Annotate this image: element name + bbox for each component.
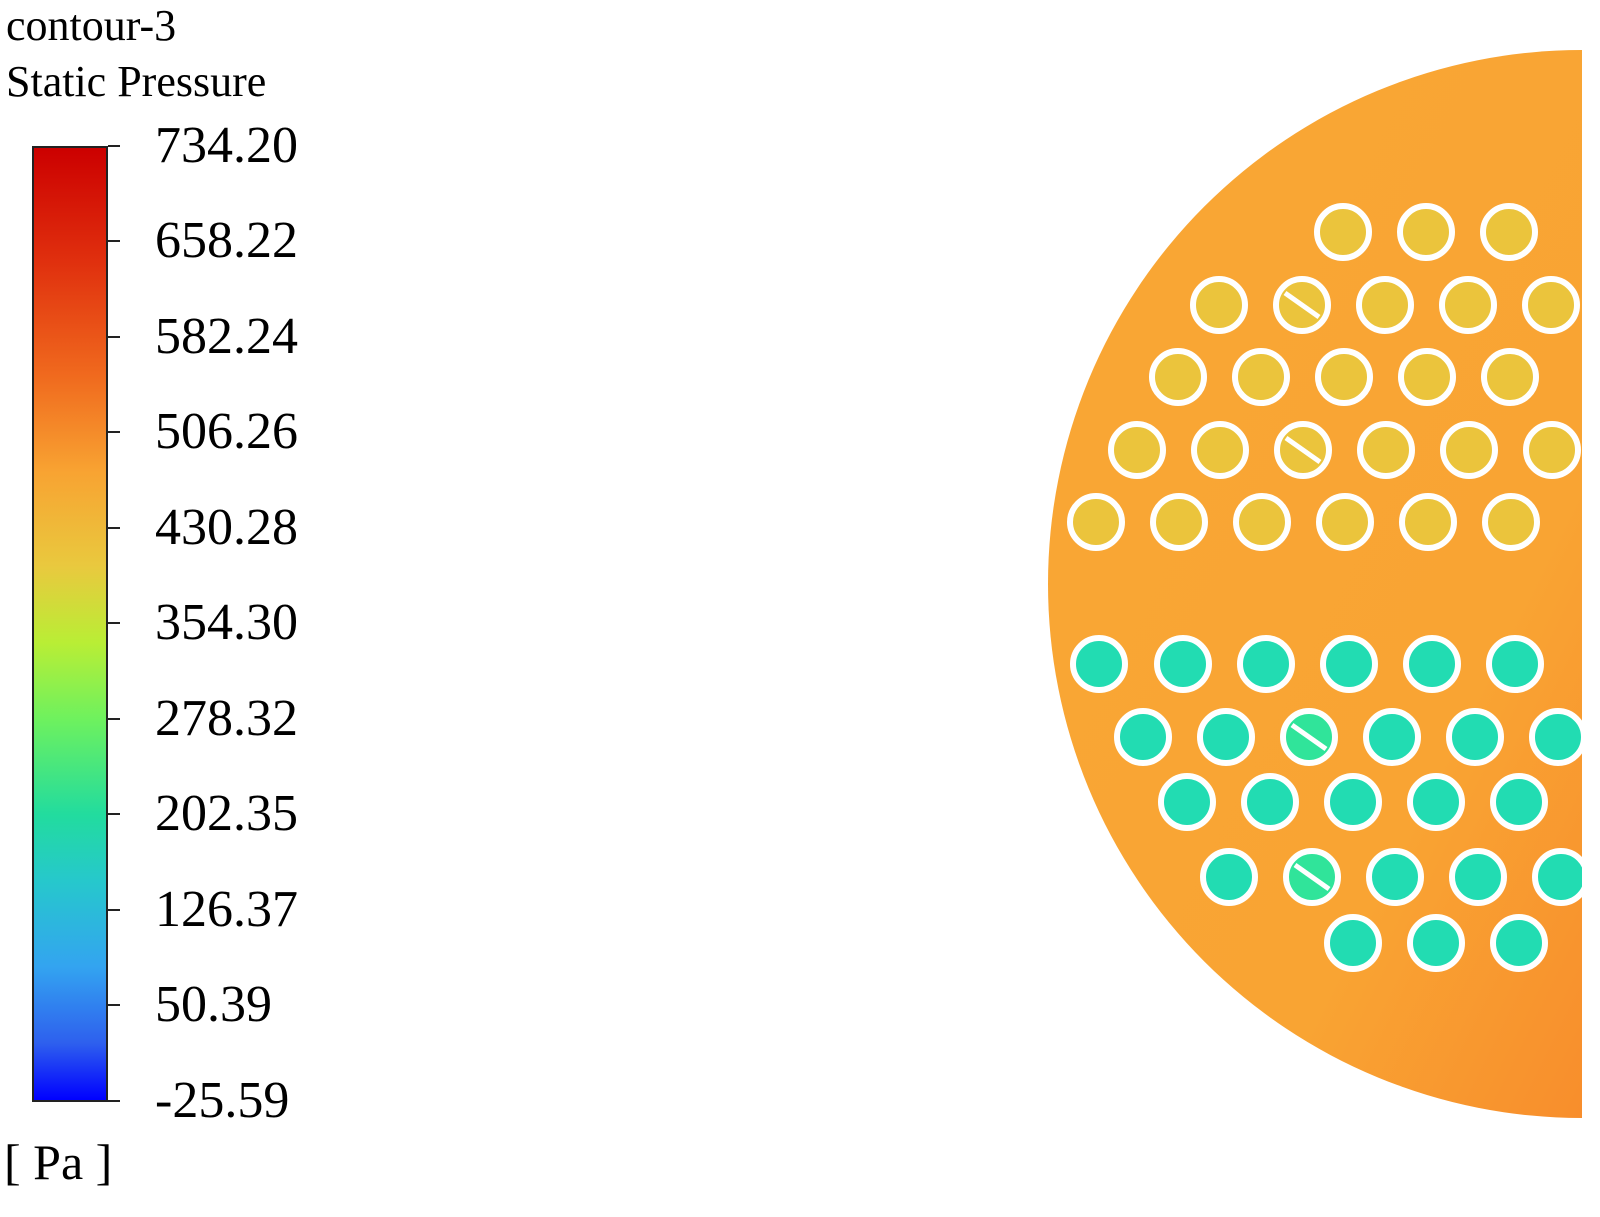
tube-circle	[1407, 914, 1465, 972]
tube-hatch-mark	[1284, 435, 1322, 465]
tube-circle	[1067, 493, 1125, 551]
tube-circle	[1200, 848, 1258, 906]
color-bar	[32, 146, 108, 1102]
tube-circle	[1241, 773, 1299, 831]
colorbar-tick	[108, 240, 120, 242]
tube-circle	[1440, 421, 1498, 479]
tube-circle	[1108, 421, 1166, 479]
tube-circle	[1191, 421, 1249, 479]
tube-hatch-mark	[1283, 290, 1321, 320]
colorbar-tick	[108, 718, 120, 720]
tube-circle	[1523, 421, 1581, 479]
tube-circle	[1490, 914, 1548, 972]
tube-circle	[1363, 708, 1421, 766]
tube-circle	[1481, 348, 1539, 406]
colorbar-tick	[108, 622, 120, 624]
colorbar-label: 430.28	[155, 499, 298, 556]
tube-circle	[1403, 635, 1461, 693]
tube-circle	[1237, 635, 1295, 693]
colorbar-tick	[108, 431, 120, 433]
colorbar-label: 658.22	[155, 212, 298, 269]
tube-circle	[1197, 708, 1255, 766]
tube-circle	[1480, 203, 1538, 261]
tube-circle	[1482, 493, 1540, 551]
tube-circle	[1399, 493, 1457, 551]
tube-bundle	[1067, 203, 1582, 972]
tube-circle	[1190, 276, 1248, 334]
colorbar-tick	[108, 336, 120, 338]
tube-circle	[1522, 276, 1580, 334]
tube-circle	[1158, 773, 1216, 831]
colorbar-tick	[108, 1004, 120, 1006]
colorbar-label: 582.24	[155, 308, 298, 365]
tube-circle	[1114, 708, 1172, 766]
tube-hatch-mark	[1293, 862, 1331, 892]
variable-title: Static Pressure	[6, 57, 267, 106]
tube-circle	[1486, 635, 1544, 693]
tube-circle	[1232, 348, 1290, 406]
colorbar-tick	[108, 527, 120, 529]
tube-circle	[1490, 773, 1548, 831]
tube-circle	[1149, 348, 1207, 406]
tube-circle	[1324, 914, 1382, 972]
colorbar-label: 354.30	[155, 594, 298, 651]
tube-circle	[1439, 276, 1497, 334]
tube-circle	[1397, 203, 1455, 261]
tube-circle	[1316, 493, 1374, 551]
tube-circle	[1324, 773, 1382, 831]
contour-title: contour-3	[6, 1, 177, 50]
colorbar-tick	[108, 1100, 120, 1102]
tube-circle	[1532, 848, 1582, 906]
tube-circle	[1398, 348, 1456, 406]
tube-circle	[1356, 276, 1414, 334]
colorbar-label-min: -25.59	[155, 1072, 290, 1129]
colorbar-label: 202.35	[155, 785, 298, 842]
tube-circle	[1070, 635, 1128, 693]
colorbar-label: 278.32	[155, 690, 298, 747]
tube-circle	[1529, 708, 1582, 766]
colorbar-tick	[108, 909, 120, 911]
tube-circle	[1233, 493, 1291, 551]
tube-circle	[1407, 773, 1465, 831]
colorbar-tick	[108, 145, 120, 147]
tube-circle	[1154, 635, 1212, 693]
tube-circle	[1357, 421, 1415, 479]
colorbar-label: 50.39	[155, 976, 272, 1033]
colorbar-tick	[108, 813, 120, 815]
colorbar-label: 506.26	[155, 403, 298, 460]
tube-circle	[1314, 203, 1372, 261]
tube-circle	[1150, 493, 1208, 551]
tube-circle	[1320, 635, 1378, 693]
colorbar-label: 126.37	[155, 881, 298, 938]
tube-circle	[1315, 348, 1373, 406]
unit-label: [ Pa ]	[4, 1134, 113, 1190]
colorbar-label-max: 734.20	[155, 117, 298, 174]
tube-circle	[1366, 848, 1424, 906]
tube-hatch-mark	[1290, 722, 1328, 752]
tube-circle	[1446, 708, 1504, 766]
tube-circle	[1449, 848, 1507, 906]
